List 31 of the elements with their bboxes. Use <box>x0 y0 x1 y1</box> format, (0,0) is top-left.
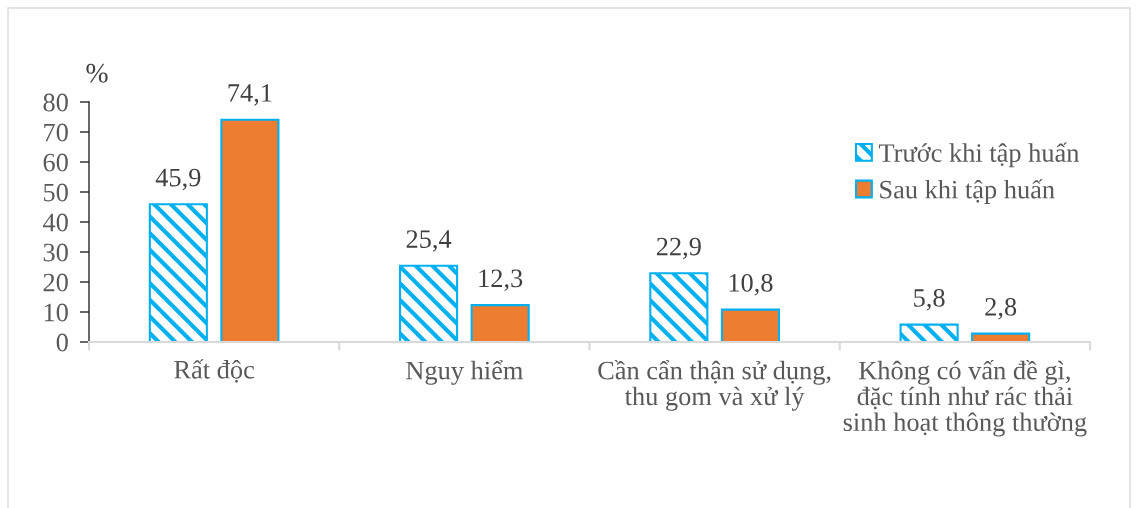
data-label: 45,9 <box>155 168 201 191</box>
legend-label: Sau khi tập huấn <box>880 179 1055 204</box>
bar <box>220 118 280 342</box>
y-tick-label: 60 <box>43 153 68 172</box>
y-tick-label: 80 <box>43 93 68 112</box>
bar <box>399 264 459 342</box>
data-label: 74,1 <box>228 84 272 106</box>
y-tick-label: 20 <box>43 273 68 292</box>
y-tick-label: 70 <box>44 123 68 142</box>
data-label: 5,8 <box>914 288 945 311</box>
y-axis-title: % <box>86 63 108 83</box>
data-label: 12,3 <box>479 269 523 292</box>
y-tick-label: 10 <box>44 303 68 322</box>
x-tick-label: Cần cẩn thận sử dụng, thu gom và xử lý <box>598 360 831 411</box>
x-tick-label: Rất độc <box>174 359 254 383</box>
bar <box>649 272 709 342</box>
y-tick-label: 0 <box>56 333 68 352</box>
data-label: 25,4 <box>406 230 452 252</box>
x-tick-label: Không có vấn đề gì, đặc tính như rác thải sinh hoạt thông thường <box>843 360 1087 437</box>
bar <box>470 304 530 342</box>
x-tick-label: Nguy hiểm <box>406 360 523 385</box>
data-label: 22,9 <box>656 237 701 260</box>
y-tick-label: 30 <box>43 243 68 262</box>
bar <box>899 323 959 342</box>
data-label: 2,8 <box>985 297 1017 320</box>
y-tick-label: 50 <box>44 183 68 202</box>
bar <box>720 308 780 342</box>
bar <box>148 203 208 342</box>
legend-label: Trước khi tập huấn <box>878 142 1080 168</box>
y-tick-label: 40 <box>42 213 68 232</box>
data-label: 10,8 <box>729 273 773 296</box>
